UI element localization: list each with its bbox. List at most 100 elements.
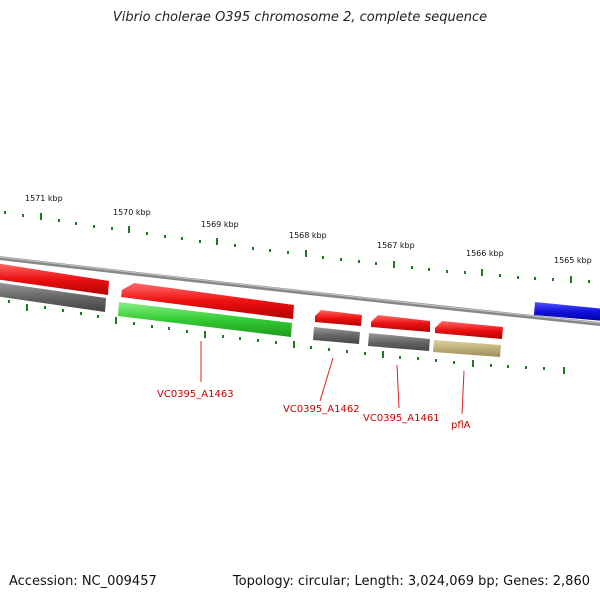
outer-tick (375, 262, 377, 265)
inner-tick (328, 348, 330, 351)
inner-ticks (8, 300, 565, 374)
inner-tick-major (563, 367, 565, 374)
inner-tick (133, 322, 135, 325)
outer-tick (358, 260, 360, 263)
outer-tick (588, 280, 590, 283)
tick-label: 1566 kbp (466, 249, 504, 258)
inner-tick (399, 356, 401, 359)
outer-tick (22, 214, 24, 217)
outer-tick (287, 251, 289, 254)
gene-forward[interactable] (315, 310, 362, 326)
inner-tick (62, 309, 64, 312)
inner-tick (417, 357, 419, 360)
outer-tick-major (570, 276, 572, 283)
inner-tick (346, 350, 348, 353)
inner-tick-major (204, 331, 206, 338)
inner-tick (80, 312, 82, 315)
inner-tick (222, 335, 224, 338)
inner-tick (151, 325, 153, 328)
outer-tick (111, 227, 113, 230)
outer-tick-major (128, 226, 130, 233)
tick-label: 1565 kbp (554, 256, 592, 265)
outer-tick (499, 274, 501, 277)
outer-tick (269, 249, 271, 252)
inner-tick (275, 341, 277, 344)
leader-line (461, 370, 465, 415)
inner-tick (490, 364, 492, 367)
inner-tick (364, 352, 366, 355)
outer-tick (4, 211, 6, 214)
summary-text: Topology: circular; Length: 3,024,069 bp… (232, 574, 590, 589)
gene-label[interactable]: VC0395_A1463 (157, 389, 234, 400)
gene-label[interactable]: VC0395_A1462 (283, 404, 360, 415)
chromosome-backbone (0, 256, 600, 326)
outer-tick (428, 268, 430, 271)
outer-tick (552, 278, 554, 281)
outer-tick-major (481, 269, 483, 276)
gene-gray[interactable] (0, 282, 106, 312)
outer-tick (164, 235, 166, 238)
inner-tick (507, 365, 509, 368)
outer-tick-major (305, 250, 307, 257)
inner-tick-major (115, 317, 117, 324)
tick-label: 1568 kbp (289, 231, 327, 240)
tick-label: 1569 kbp (201, 220, 239, 229)
outer-tick (411, 266, 413, 269)
inner-tick-major (26, 304, 28, 311)
outer-tick (340, 258, 342, 261)
gene-gray[interactable] (313, 327, 360, 344)
inner-tick (543, 367, 545, 370)
outer-tick (75, 222, 77, 225)
gene-green[interactable] (118, 302, 292, 337)
inner-tick (186, 330, 188, 333)
gene-gray[interactable] (368, 333, 430, 351)
outer-tick-major (393, 261, 395, 268)
inner-tick-major (382, 351, 384, 358)
tick-label: 1570 kbp (113, 208, 151, 217)
inner-tick-major (293, 341, 295, 348)
gene-forward[interactable] (0, 263, 109, 295)
inner-tick (435, 359, 437, 362)
outer-tick (517, 276, 519, 279)
outer-tick (93, 225, 95, 228)
outer-tick (146, 232, 148, 235)
outer-tick (252, 247, 254, 250)
leader-line (319, 357, 334, 402)
inner-tick (44, 306, 46, 309)
gene-forward[interactable] (121, 283, 294, 319)
outer-tick-major (40, 213, 42, 220)
tick-label: 1571 kbp (25, 194, 63, 203)
inner-tick (8, 300, 10, 303)
gene-forward[interactable] (435, 321, 503, 339)
inner-tick (168, 327, 170, 330)
inner-tick (239, 337, 241, 340)
outer-tick-major (216, 238, 218, 245)
outer-tick (199, 240, 201, 243)
outer-tick (464, 271, 466, 274)
gene-label[interactable]: VC0395_A1461 (363, 413, 440, 424)
gene-forward[interactable] (371, 315, 430, 332)
gene-label[interactable]: pflA (451, 420, 471, 431)
inner-tick (525, 366, 527, 369)
label-leaders (200, 341, 465, 415)
outer-ticks (4, 211, 590, 283)
accession-text: Accession: NC_009457 (9, 574, 157, 589)
inner-tick (257, 339, 259, 342)
gene-blue[interactable] (534, 302, 600, 321)
inner-tick-major (472, 360, 474, 367)
gene-tan[interactable] (433, 340, 501, 357)
outer-tick (234, 244, 236, 247)
outer-tick (58, 219, 60, 222)
map-title: Vibrio cholerae O395 chromosome 2, compl… (112, 10, 488, 25)
inner-tick (453, 361, 455, 364)
leader-line (396, 364, 400, 409)
gene-labels: VC0395_A1463 VC0395_A1462 VC0395_A1461 p… (157, 389, 471, 431)
tick-labels: 1571 kbp 1570 kbp 1569 kbp 1568 kbp 1567… (25, 194, 592, 265)
inner-tick (310, 346, 312, 349)
outer-tick (322, 256, 324, 259)
inner-tick (97, 315, 99, 318)
tick-label: 1567 kbp (377, 241, 415, 250)
outer-tick (446, 270, 448, 273)
outer-tick (181, 237, 183, 240)
